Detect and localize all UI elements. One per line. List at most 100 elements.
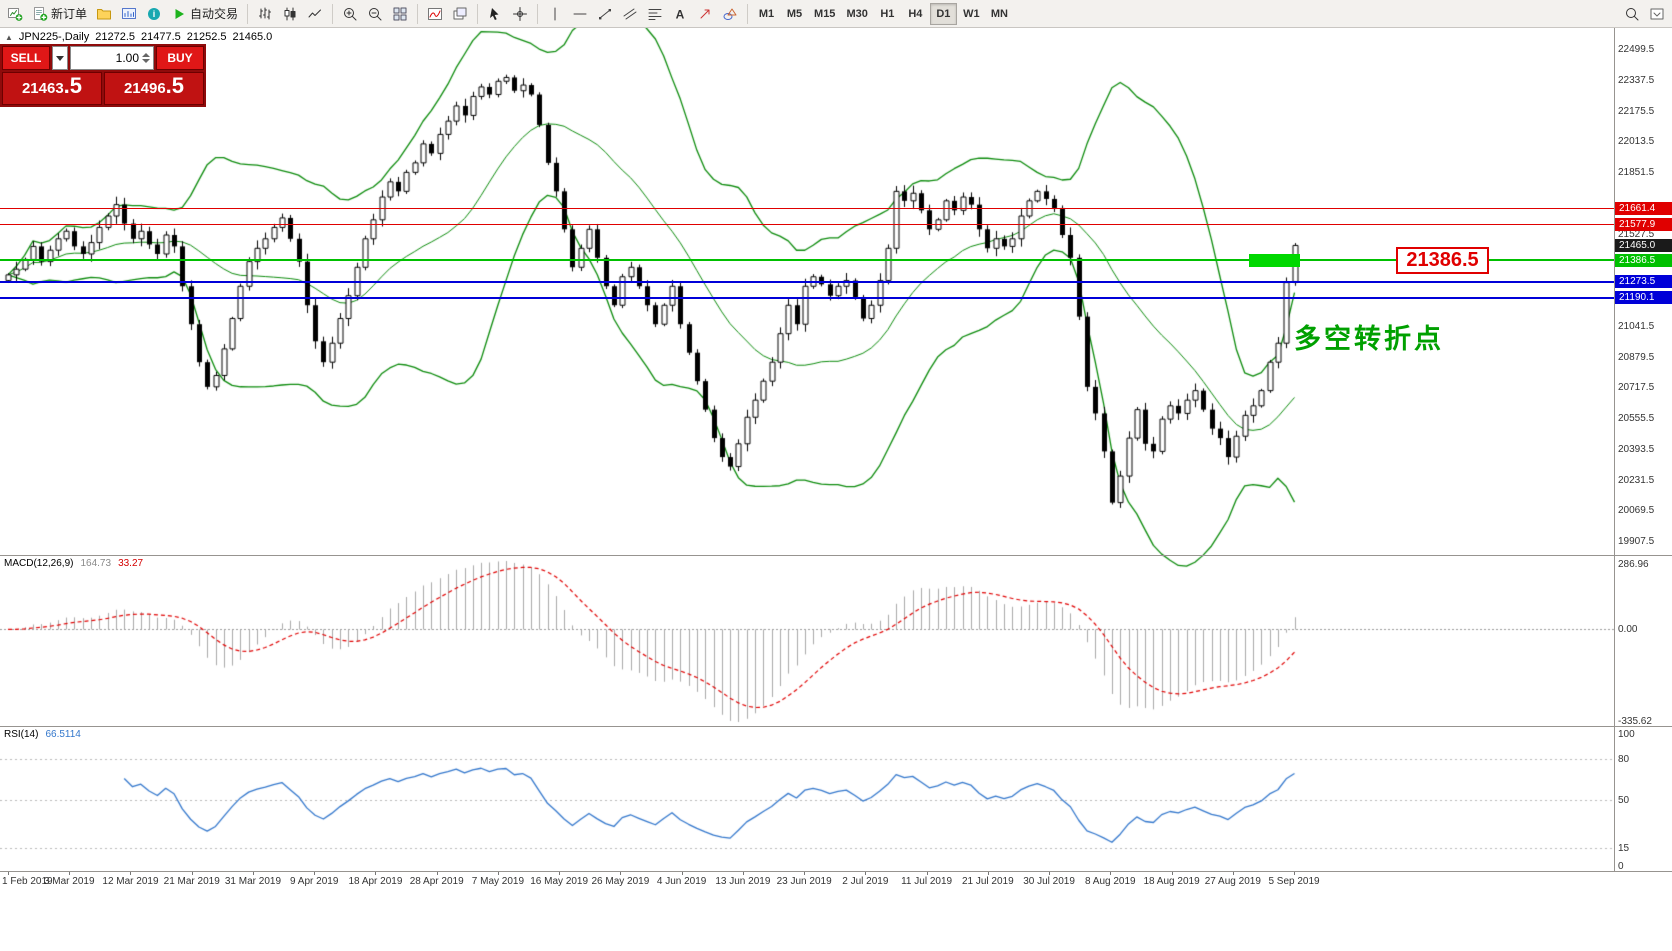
time-axis-tick [1171, 871, 1173, 875]
timeframe-d1-button[interactable]: D1 [929, 2, 957, 25]
candlestick-chart-button[interactable] [278, 2, 302, 26]
crosshair-icon [513, 6, 528, 21]
line-chart-button[interactable] [303, 2, 327, 26]
timeframe-m5-button[interactable]: M5 [781, 3, 808, 25]
horizontal-line-button[interactable] [568, 2, 592, 26]
timeframe-h4-button[interactable]: H4 [902, 3, 929, 25]
ohlc-low: 21252.5 [186, 31, 227, 43]
zoom-out-button[interactable] [363, 2, 387, 26]
bar-chart-button[interactable] [253, 2, 277, 26]
date-label: 12 Mar 2019 [102, 876, 159, 887]
horizontal-line-support-lower[interactable] [0, 296, 1614, 299]
date-label: 31 Mar 2019 [224, 876, 282, 887]
shapes-tool-icon [723, 8, 737, 20]
indicator-axis-label: 286.96 [1618, 559, 1649, 570]
search-button[interactable] [1620, 2, 1644, 26]
indicator-axis-label: 15 [1618, 843, 1630, 855]
trade-panel-row-top: SELL 1.00 BUY [2, 46, 204, 70]
highlight-rectangle[interactable] [1249, 253, 1300, 267]
cursor-button[interactable] [483, 2, 507, 26]
toolbar-separator [477, 3, 479, 24]
indicator-axis-label: -335.62 [1618, 716, 1652, 727]
horizontal-line-pivot-green[interactable] [0, 259, 1614, 262]
axis-price-label: 20717.5 [1618, 382, 1655, 394]
pane-splitter-macd-rsi[interactable] [0, 726, 1672, 727]
symbol-name: JPN225-,Daily [18, 31, 90, 43]
volume-field[interactable]: 1.00 [70, 46, 154, 70]
collapse-arrow-icon[interactable]: ▲ [5, 32, 13, 42]
fibonacci-button[interactable] [643, 2, 667, 26]
horizontal-line-support-upper[interactable] [0, 280, 1614, 283]
horizontal-line-resistance-lower[interactable] [0, 223, 1614, 225]
text-tool-button[interactable]: A [668, 2, 692, 26]
time-axis-tick [497, 871, 499, 875]
date-label: 9 Apr 2019 [290, 876, 339, 887]
fibonacci-icon [648, 8, 662, 20]
spinner-up-icon [142, 53, 150, 57]
date-label: 16 May 2019 [530, 876, 589, 887]
timeframe-m1-button[interactable]: M1 [753, 3, 780, 25]
timeframe-w1-button[interactable]: W1 [958, 3, 985, 25]
indicators-button[interactable] [423, 2, 447, 26]
time-axis-tick [1110, 871, 1112, 875]
new-chart-button[interactable] [3, 2, 27, 26]
date-label: 23 Jun 2019 [776, 876, 832, 887]
profiles-button[interactable] [92, 2, 116, 26]
axis-price-label: 22175.5 [1618, 105, 1655, 117]
price-callout-box[interactable]: 21386.5 [1396, 247, 1489, 274]
zoom-in-button[interactable] [338, 2, 362, 26]
sell-price-frac: .5 [63, 73, 83, 98]
time-axis-tick [1049, 871, 1051, 875]
indicator-axis-label: 0.00 [1618, 624, 1638, 636]
price-tag: 21190.1 [1615, 291, 1672, 305]
auto-trading-button[interactable]: 自动交易 [167, 2, 242, 26]
zoom-out-icon [369, 7, 382, 20]
tile-windows-button[interactable] [388, 2, 412, 26]
timeframe-h1-button[interactable]: H1 [874, 3, 901, 25]
one-click-trading-panel: SELL 1.00 BUY 21463.5 21496.5 [0, 44, 206, 107]
charts-list-button[interactable] [117, 2, 141, 26]
date-label: 3 Mar 2019 [43, 876, 95, 887]
trendline-icon [599, 8, 612, 19]
axis-price-label: 22013.5 [1618, 136, 1655, 148]
info-button[interactable]: i [142, 2, 166, 26]
shapes-tool-button[interactable] [718, 2, 742, 26]
sell-button[interactable]: SELL [2, 46, 50, 70]
date-label: 28 Apr 2019 [409, 876, 464, 887]
price-axis-border [1614, 28, 1615, 871]
date-label: 30 Jul 2019 [1023, 876, 1075, 887]
channel-button[interactable] [618, 2, 642, 26]
arrows-tool-button[interactable] [693, 2, 717, 26]
date-label: 7 May 2019 [471, 876, 525, 887]
crosshair-button[interactable] [508, 2, 532, 26]
vertical-line-icon [554, 7, 556, 20]
new-order-button[interactable]: 新订单 [28, 2, 91, 26]
time-axis-tick [191, 871, 193, 875]
cascade-windows-icon [453, 7, 467, 19]
indicator-axis-label: 50 [1618, 795, 1630, 806]
time-axis-tick [804, 871, 806, 875]
date-label: 11 Jul 2019 [901, 876, 953, 887]
timeframe-m30-button[interactable]: M30 [841, 3, 872, 25]
pane-splitter-main-macd[interactable] [0, 555, 1672, 556]
horizontal-line-resistance-upper[interactable] [0, 207, 1614, 209]
timeframe-mn-button[interactable]: MN [986, 3, 1013, 25]
timeframe-m15-button[interactable]: M15 [809, 3, 840, 25]
panel-toggle-button[interactable] [1645, 2, 1669, 26]
volume-dropdown-button[interactable] [52, 46, 68, 70]
time-axis-tick [69, 871, 71, 875]
timeframe-toolbar: M1 M5 M15 M30 H1 H4 D1 W1 MN [753, 2, 1013, 25]
toolbar-separator [247, 3, 249, 24]
date-label: 18 Aug 2019 [1143, 876, 1200, 887]
cascade-windows-button[interactable] [448, 2, 472, 26]
axis-price-label: 20393.5 [1618, 443, 1655, 455]
line-chart-icon [308, 9, 322, 17]
buy-price-button[interactable]: 21496.5 [104, 72, 204, 105]
sell-price-button[interactable]: 21463.5 [2, 72, 102, 105]
volume-spinner[interactable] [142, 53, 150, 63]
vertical-line-button[interactable] [543, 2, 567, 26]
trendline-button[interactable] [593, 2, 617, 26]
buy-button[interactable]: BUY [156, 46, 204, 70]
price-tag: 21577.9 [1615, 217, 1672, 231]
